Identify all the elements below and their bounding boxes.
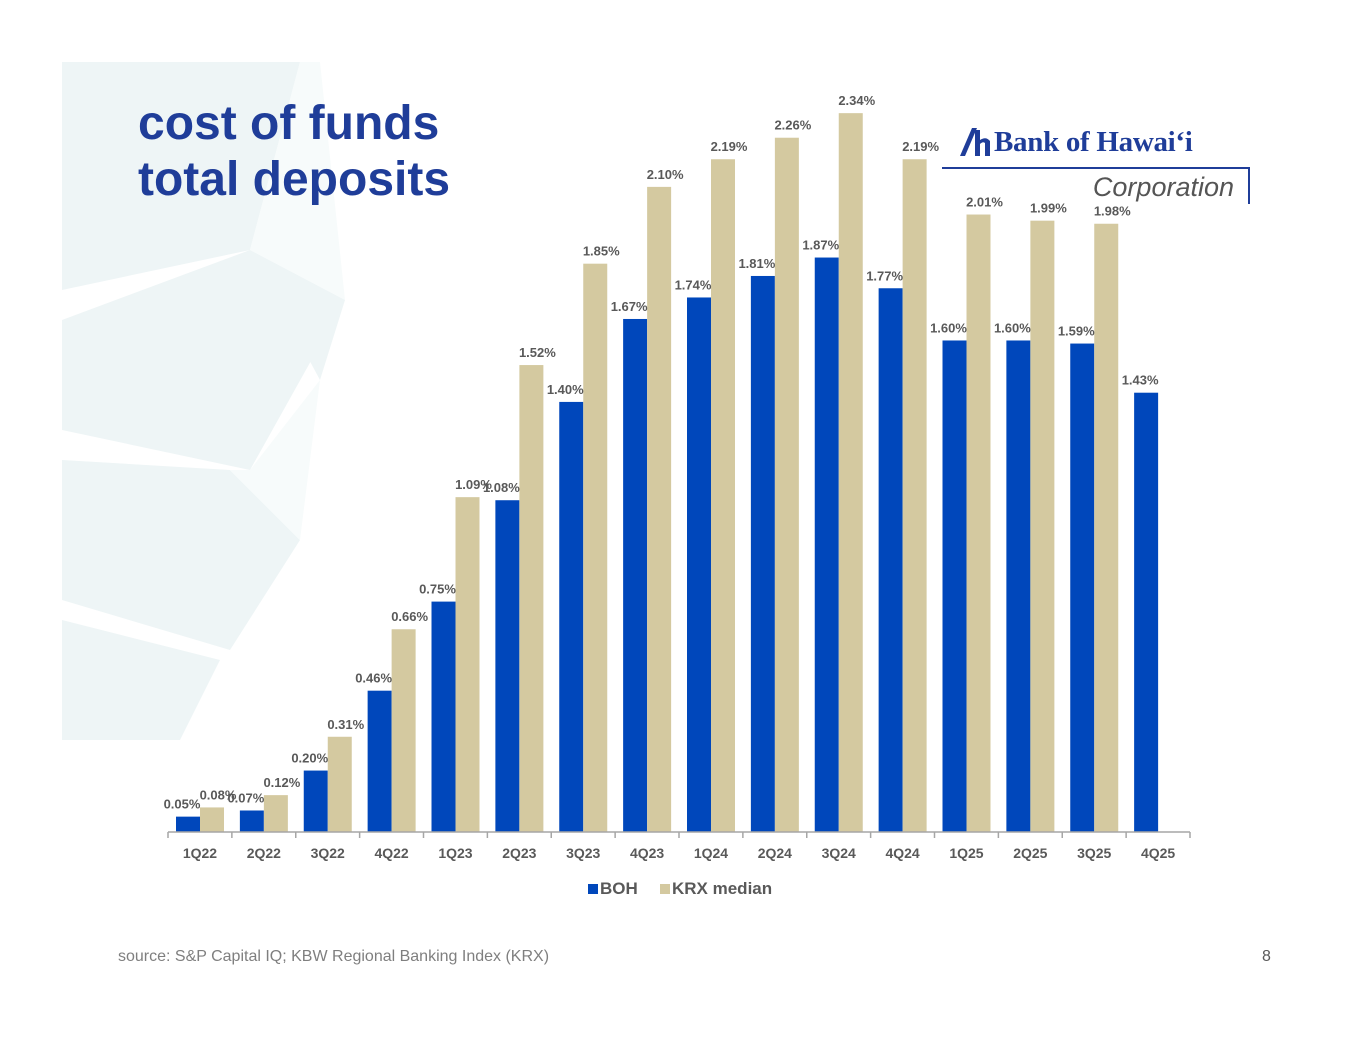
x-tick-label-3q25: 3Q25: [1077, 845, 1111, 861]
bar-boh-2q23: [495, 500, 520, 832]
data-label-boh-1q24: 1.74%: [675, 277, 712, 292]
data-label-krx-4q23: 2.10%: [647, 167, 684, 182]
bar-boh-2q25: [1006, 340, 1031, 832]
bar-krx-2q22: [263, 795, 288, 832]
data-label-krx-2q24: 2.26%: [774, 118, 811, 133]
bank-logo: Bank of Hawaiʻi Corporation: [942, 122, 1252, 208]
bar-boh-1q24: [687, 297, 711, 832]
legend-swatch-boh: [588, 884, 598, 894]
x-tick-label-4q24: 4Q24: [885, 845, 919, 861]
data-label-boh-3q22: 0.20%: [291, 751, 328, 766]
bar-krx-2q25: [1030, 220, 1055, 832]
data-label-boh-1q22: 0.05%: [164, 797, 201, 812]
x-tick-label-2q24: 2Q24: [758, 845, 792, 861]
bar-boh-1q25: [942, 340, 967, 832]
data-label-krx-1q22: 0.08%: [200, 787, 237, 802]
legend-swatch-krx: [660, 884, 670, 894]
bar-boh-4q23: [623, 318, 648, 832]
data-label-boh-4q24: 1.77%: [866, 268, 903, 283]
bar-krx-3q25: [1094, 223, 1119, 832]
data-label-krx-2q22: 0.12%: [263, 775, 300, 790]
x-tick-label-2q22: 2Q22: [247, 845, 281, 861]
x-tick-label-4q23: 4Q23: [630, 845, 664, 861]
chart-x-axis: 1Q22 2Q22 3Q22 4Q22 1Q23 2Q23 3Q23 4Q23 1Q24 2Q24…: [167, 831, 1191, 861]
data-label-boh-2q25: 1.60%: [994, 320, 1031, 335]
bar-krx-1q22: [200, 807, 224, 832]
data-label-boh-1q23: 0.75%: [419, 582, 456, 597]
bar-krx-2q23: [519, 365, 544, 832]
bank-logo-mark-icon: [960, 128, 990, 156]
x-tick-label-4q25: 4Q25: [1141, 845, 1175, 861]
logo-vertical-divider: [1248, 168, 1250, 204]
data-label-krx-1q25: 2.01%: [966, 195, 1003, 210]
bank-logo-subtitle: Corporation: [1092, 172, 1234, 202]
title-line-2: total deposits: [138, 153, 451, 206]
bar-boh-2q24: [750, 275, 775, 832]
bar-krx-2q24: [774, 137, 799, 832]
bar-boh-3q22: [303, 770, 328, 832]
bar-krx-4q22: [391, 629, 416, 832]
source-note: source: S&P Capital IQ; KBW Regional Ban…: [118, 948, 550, 965]
bar-boh-4q25: [1134, 392, 1159, 832]
bar-krx-1q24: [711, 159, 735, 832]
bar-krx-3q23: [583, 263, 608, 832]
bar-boh-1q22: [176, 816, 200, 832]
x-tick-label-3q23: 3Q23: [566, 845, 600, 861]
data-label-krx-3q23: 1.85%: [583, 244, 620, 259]
slide-title: cost of funds total deposits: [138, 96, 450, 208]
data-label-krx-2q23: 1.52%: [519, 345, 556, 360]
data-label-boh-2q23: 1.08%: [483, 480, 520, 495]
bar-boh-2q22: [239, 810, 264, 832]
data-label-krx-3q25: 1.98%: [1094, 204, 1131, 219]
data-label-krx-1q23: 1.09%: [455, 477, 492, 492]
legend-label-krx: KRX median: [672, 879, 772, 898]
bar-krx-4q24: [902, 159, 927, 832]
bar-boh-3q23: [559, 401, 584, 832]
background-star-graphic: [62, 62, 345, 740]
data-label-boh-2q24: 1.81%: [738, 256, 775, 271]
bar-krx-1q25: [966, 214, 991, 832]
chart-bars: [176, 113, 1159, 833]
x-tick-label-2q23: 2Q23: [502, 845, 536, 861]
data-label-boh-4q22: 0.46%: [355, 671, 392, 686]
bank-logo-name: Bank of Hawaiʻi: [994, 126, 1193, 158]
bar-krx-4q23: [647, 186, 672, 832]
data-label-krx-4q22: 0.66%: [391, 609, 428, 624]
page-number: 8: [1262, 948, 1271, 965]
bar-boh-4q22: [367, 690, 392, 832]
chart-legend: BOH KRX median: [588, 879, 772, 898]
x-tick-label-1q24: 1Q24: [694, 845, 728, 861]
data-label-krx-1q24: 2.19%: [711, 139, 748, 154]
x-tick-label-4q22: 4Q22: [374, 845, 408, 861]
bar-boh-3q25: [1070, 343, 1095, 832]
x-tick-label-1q22: 1Q22: [183, 845, 217, 861]
data-label-krx-2q25: 1.99%: [1030, 201, 1067, 216]
data-label-boh-2q22: 0.07%: [227, 790, 264, 805]
data-label-boh-1q25: 1.60%: [930, 320, 967, 335]
bar-krx-1q23: [455, 497, 480, 832]
bar-boh-4q24: [878, 288, 903, 833]
x-tick-label-2q25: 2Q25: [1013, 845, 1047, 861]
title-line-1: cost of funds: [138, 97, 440, 150]
bar-boh-3q24: [814, 257, 839, 832]
data-label-boh-4q25: 1.43%: [1122, 373, 1159, 388]
legend-label-boh: BOH: [600, 879, 638, 898]
x-tick-label-1q23: 1Q23: [438, 845, 472, 861]
data-label-krx-3q22: 0.31%: [327, 717, 364, 732]
bar-krx-3q24: [838, 113, 863, 833]
x-tick-label-3q24: 3Q24: [822, 845, 856, 861]
bar-boh-1q23: [431, 601, 456, 832]
bar-krx-3q22: [327, 736, 352, 832]
data-label-boh-3q24: 1.87%: [802, 238, 839, 253]
chart-data-labels: 0.05%0.08%0.07%0.12% 0.20% 0.31% 0.46% 0.66%…: [164, 93, 1159, 811]
data-label-boh-4q23: 1.67%: [611, 299, 648, 314]
data-label-boh-3q25: 1.59%: [1058, 324, 1095, 339]
data-label-krx-3q24: 2.34%: [838, 93, 875, 108]
data-label-krx-4q24: 2.19%: [902, 139, 939, 154]
data-label-boh-3q23: 1.40%: [547, 382, 584, 397]
x-tick-label-1q25: 1Q25: [949, 845, 983, 861]
x-tick-label-3q22: 3Q22: [311, 845, 345, 861]
logo-divider: [942, 167, 1250, 169]
